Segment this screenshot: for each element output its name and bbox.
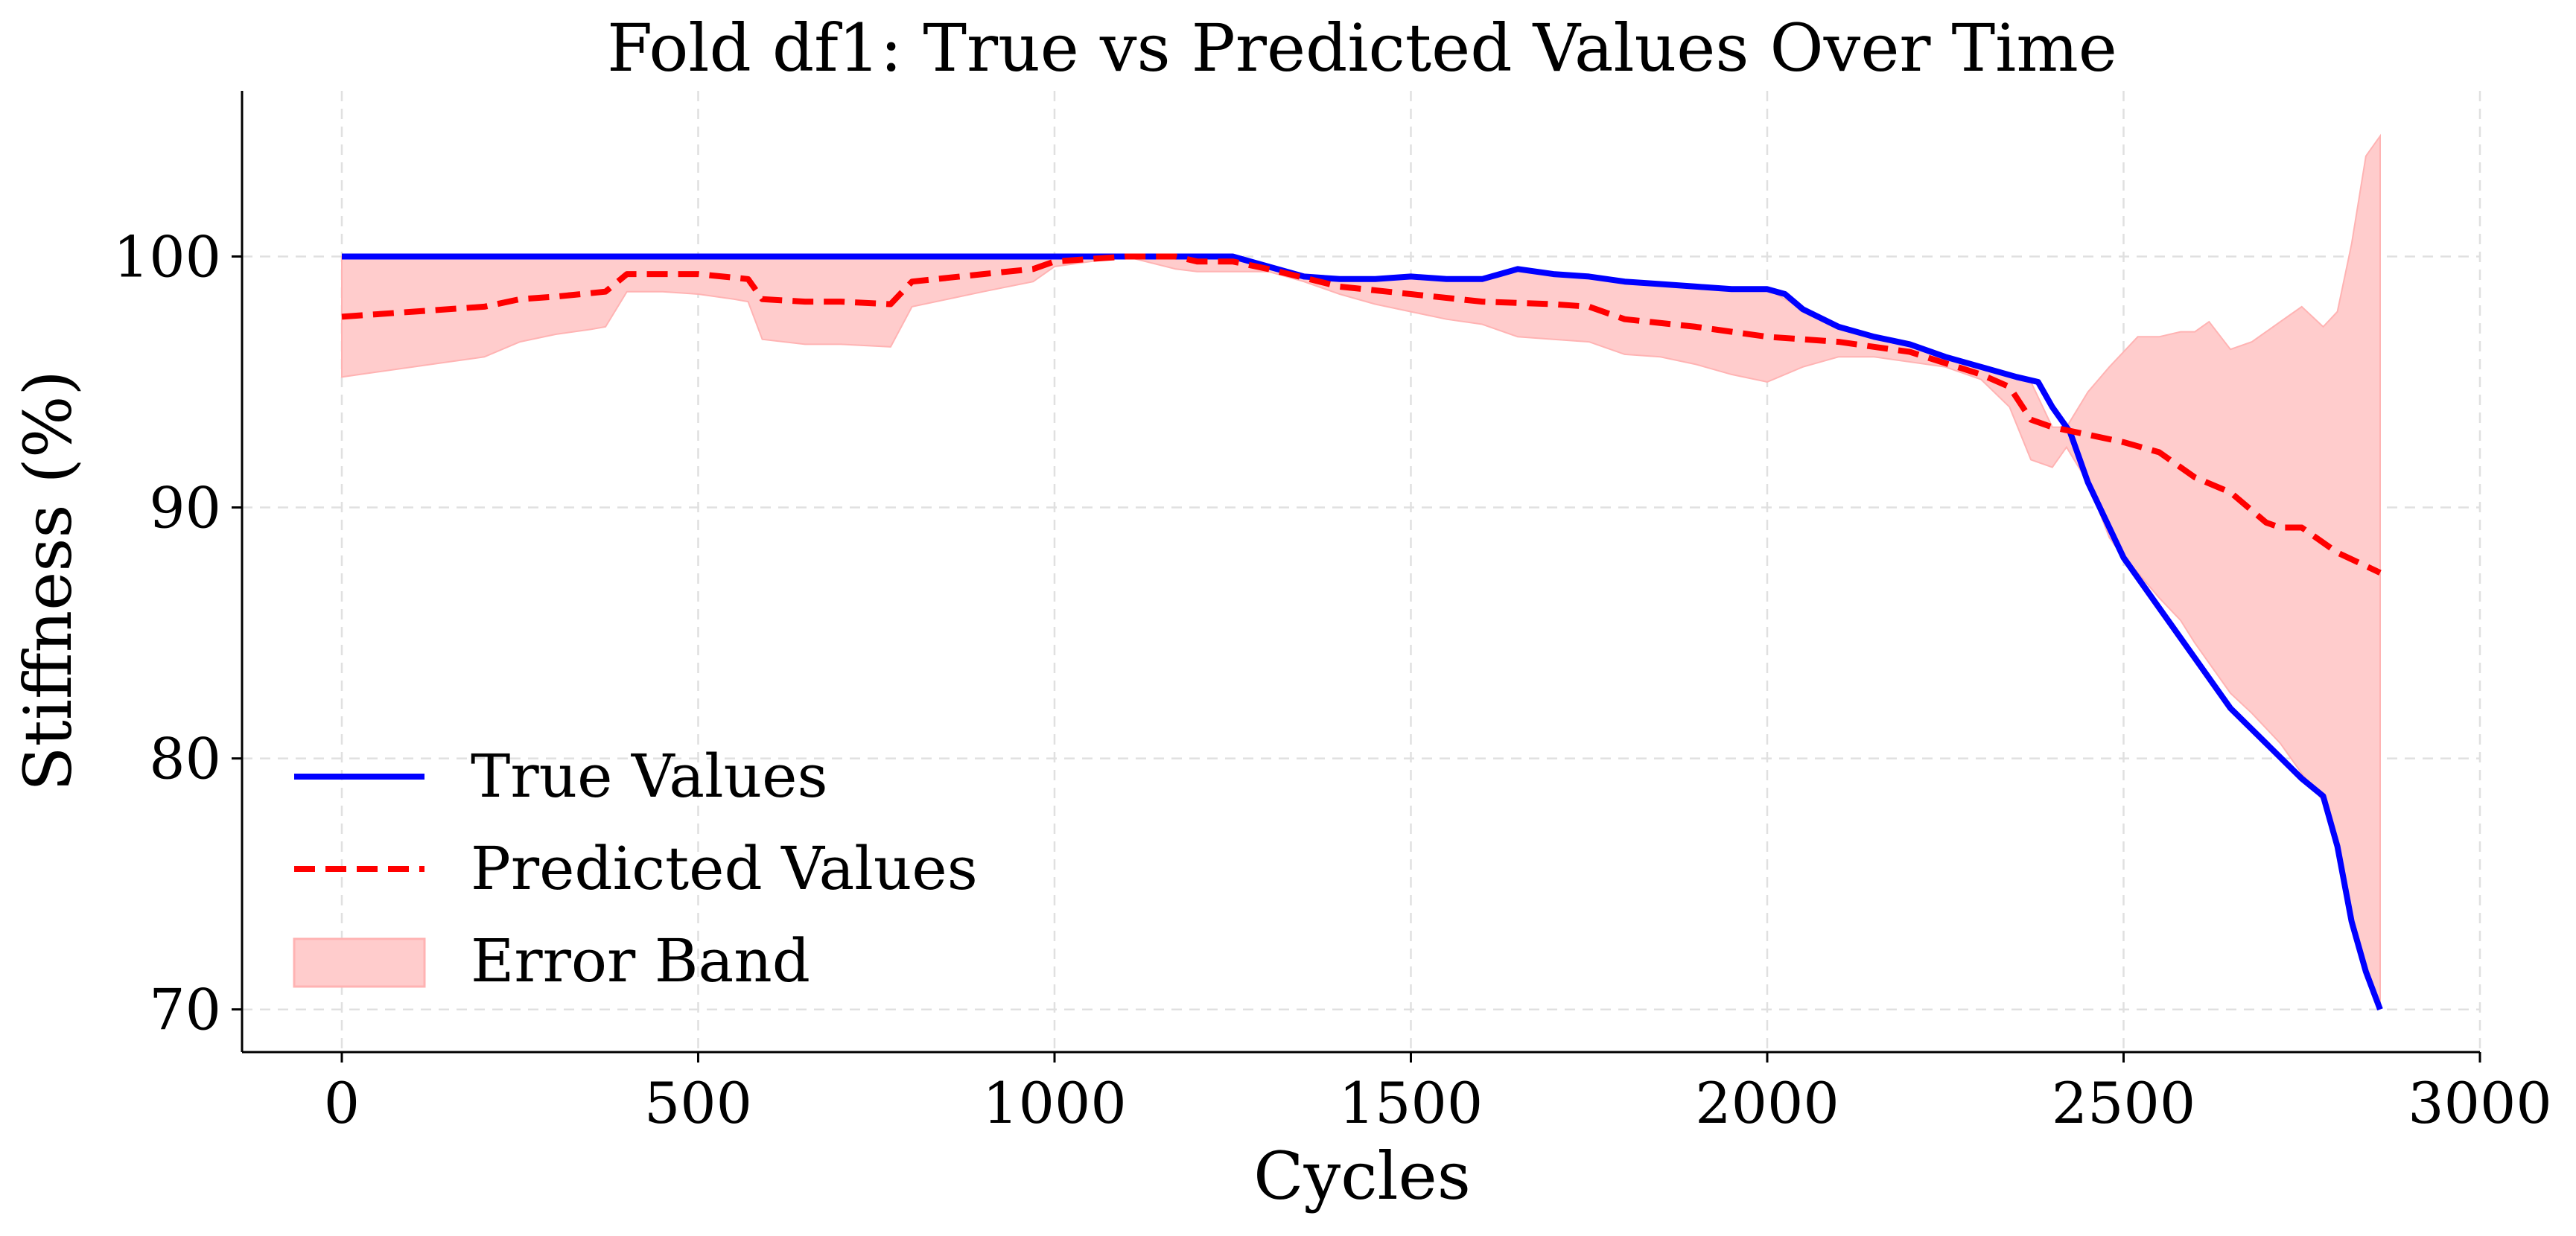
x-tick-label: 1000 — [982, 1070, 1126, 1136]
y-tick-label: 100 — [113, 223, 221, 290]
x-tick-label: 3000 — [2408, 1070, 2551, 1136]
legend-error-band-label: Error Band — [471, 926, 810, 996]
legend-true-values-label: True Values — [471, 742, 828, 811]
true-values-line — [342, 253, 2383, 1011]
y-axis-label: Stiffness (%) — [10, 370, 86, 791]
legend: True Values Predicted Values Error Band — [293, 742, 978, 996]
legend-predicted-values-label: Predicted Values — [471, 834, 978, 903]
x-tick-label: 1500 — [1339, 1070, 1483, 1136]
predicted-values-line — [341, 253, 2382, 576]
y-axis-ticks: 70 80 90 100 — [113, 223, 242, 1043]
chart-title: Fold df1: True vs Predicted Values Over … — [607, 10, 2117, 86]
y-tick-label: 90 — [149, 475, 221, 541]
y-tick-label: 80 — [149, 726, 221, 792]
series-lines-layer — [341, 253, 2383, 1011]
x-tick-label: 0 — [324, 1070, 360, 1136]
x-axis-label: Cycles — [1253, 1138, 1471, 1214]
x-axis-ticks: 0 500 1000 1500 2000 2500 3000 — [324, 1052, 2552, 1136]
y-tick-label: 70 — [149, 977, 221, 1043]
x-tick-label: 2000 — [1695, 1070, 1839, 1136]
legend-error-band-swatch — [293, 937, 426, 988]
x-tick-label: 500 — [644, 1070, 752, 1136]
x-tick-label: 2500 — [2052, 1070, 2195, 1136]
